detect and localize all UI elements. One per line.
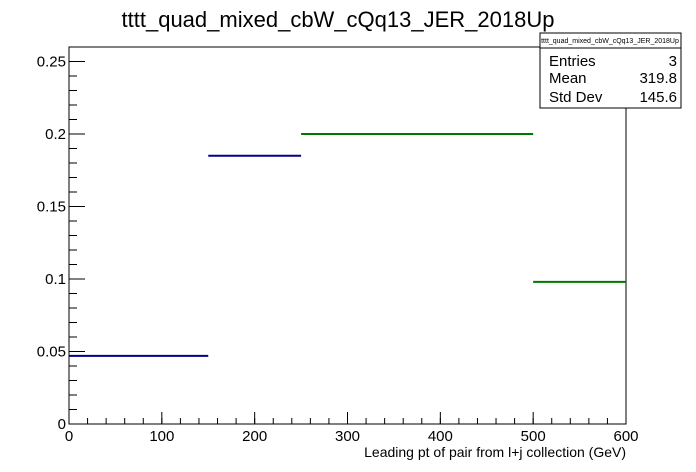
x-tick-label: 0	[65, 428, 73, 445]
x-tick-label: 400	[428, 428, 453, 445]
stats-mean-label: Mean	[549, 70, 587, 87]
y-minor-ticks	[69, 46, 77, 425]
y-tick-label: 0.15	[37, 199, 66, 216]
x-tick-label: 300	[335, 428, 360, 445]
x-tick-label: 600	[613, 428, 638, 445]
stats-box-frame	[539, 32, 682, 109]
stats-mean-value: 319.8	[639, 70, 677, 87]
x-axis-ticks: 0 100 200 300 400 500 600	[65, 412, 639, 445]
stats-stddev-value: 145.6	[639, 89, 677, 106]
x-tick-label: 500	[521, 428, 546, 445]
y-tick-label: 0.1	[45, 271, 66, 288]
y-axis-ticks: 0 0.05 0.1 0.15 0.2 0.25	[37, 54, 85, 433]
x-tick-label: 200	[242, 428, 267, 445]
stats-entries-value: 3	[669, 53, 677, 70]
x-tick-label: 100	[149, 428, 174, 445]
histogram-bins	[69, 133, 626, 357]
stats-entries-label: Entries	[549, 53, 596, 70]
stats-box-title: tttt_quad_mixed_cbW_cQq13_JER_2018Up	[541, 38, 679, 45]
x-axis-title: Leading pt of pair from l+j collection (…	[364, 444, 626, 460]
chart-title: tttt_quad_mixed_cbW_cQq13_JER_2018Up	[122, 7, 555, 32]
y-tick-label: 0	[58, 416, 66, 433]
x-minor-ticks	[68, 418, 627, 424]
y-tick-label: 0.2	[45, 126, 66, 143]
y-tick-label: 0.25	[37, 54, 66, 71]
stats-stddev-label: Std Dev	[549, 89, 603, 106]
y-tick-label: 0.05	[37, 344, 66, 361]
stats-box: tttt_quad_mixed_cbW_cQq13_JER_2018Up Ent…	[539, 32, 682, 109]
